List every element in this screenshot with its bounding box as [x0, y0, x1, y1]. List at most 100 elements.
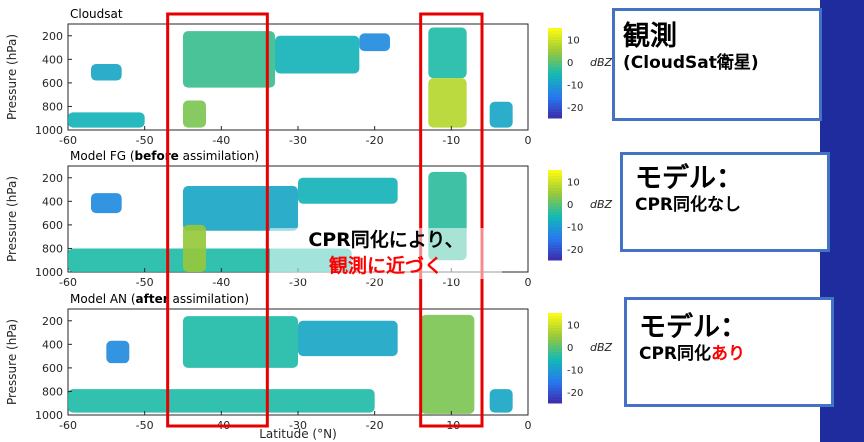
colorbar-segment-fg-6 — [548, 188, 562, 192]
reflectivity-region-an-2 — [298, 320, 398, 357]
colorbar-unit-an: dBZ — [590, 341, 613, 354]
colorbar-segment-fg-29 — [548, 257, 562, 261]
colorbar-segment-an-22 — [548, 379, 562, 383]
colorbar-segment-fg-2 — [548, 176, 562, 180]
colorbar-segment-fg-11 — [548, 203, 562, 207]
colorbar-unit-fg: dBZ — [590, 198, 613, 211]
y-tick-label-fg-200: 200 — [42, 172, 63, 185]
assimilation-annotation: CPR同化により、 観測に近づく — [270, 228, 502, 280]
callout-model-an-title: モデル： — [639, 312, 747, 343]
colorbar-segment-obs-29 — [548, 115, 562, 119]
colorbar-segment-fg-22 — [548, 236, 562, 240]
x-tick-label-obs--10: -10 — [442, 134, 460, 147]
colorbar-segment-an-8 — [548, 337, 562, 341]
reflectivity-region-obs-1 — [275, 35, 360, 74]
reflectivity-region-an-3 — [68, 389, 375, 413]
y-tick-label-obs-200: 200 — [42, 30, 63, 43]
colorbar-segment-an-26 — [548, 391, 562, 395]
colorbar-segment-an-11 — [548, 346, 562, 350]
y-tick-label-an-1000: 1000 — [35, 409, 63, 422]
panel-title-an-part1: Model AN ( — [70, 292, 136, 306]
reflectivity-region-obs-3 — [91, 64, 122, 81]
reflectivity-region-obs-6 — [428, 27, 467, 79]
callout-model-fg: モデル： CPR同化なし — [620, 152, 830, 252]
panel-title-obs-part1: Cloudsat — [70, 7, 123, 21]
colorbar-segment-obs-14 — [548, 70, 562, 74]
colorbar-segment-obs-25 — [548, 103, 562, 107]
reflectivity-region-an-4 — [420, 314, 475, 414]
y-axis-label-fg: Pressure (hPa) — [5, 176, 19, 262]
colorbar-segment-obs-17 — [548, 79, 562, 83]
colorbar-segment-an-16 — [548, 361, 562, 365]
colorbar-segment-an-5 — [548, 328, 562, 332]
annotation-line-2: 観測に近づく — [328, 254, 443, 277]
x-tick-label-fg--40: -40 — [212, 276, 230, 289]
colorbar-segment-fg-3 — [548, 179, 562, 183]
colorbar-segment-an-13 — [548, 352, 562, 356]
y-tick-label-obs-1000: 1000 — [35, 124, 63, 137]
colorbar-segment-an-18 — [548, 367, 562, 371]
colorbar-segment-an-24 — [548, 385, 562, 389]
y-tick-label-fg-1000: 1000 — [35, 266, 63, 279]
x-tick-label-an--20: -20 — [366, 419, 384, 432]
colorbar-segment-obs-16 — [548, 76, 562, 80]
colorbar-segment-fg-19 — [548, 227, 562, 231]
colorbar-segment-obs-7 — [548, 49, 562, 53]
colorbar-segment-obs-24 — [548, 100, 562, 104]
colorbar-segment-fg-28 — [548, 254, 562, 258]
x-tick-label-fg--60: -60 — [59, 276, 77, 289]
colorbar-segment-obs-4 — [548, 40, 562, 44]
x-axis-label: Latitude (°N) — [259, 427, 337, 441]
colorbar-tick-obs--20: -20 — [567, 103, 583, 114]
panel-title-an-bold: after — [136, 292, 169, 306]
y-tick-label-obs-800: 800 — [42, 100, 63, 113]
colorbar-segment-obs-1 — [548, 31, 562, 35]
callout-model-fg-title: モデル： — [635, 163, 743, 194]
y-tick-label-obs-600: 600 — [42, 77, 63, 90]
panel-title-fg: Model FG (before assimilation) — [70, 149, 259, 163]
colorbar-segment-an-19 — [548, 370, 562, 374]
colorbar-segment-fg-16 — [548, 218, 562, 222]
colorbar-segment-an-14 — [548, 355, 562, 359]
colorbar-segment-an-21 — [548, 376, 562, 380]
reflectivity-region-an-5 — [489, 389, 513, 413]
colorbar-segment-an-12 — [548, 349, 562, 353]
colorbar-segment-fg-25 — [548, 245, 562, 249]
colorbar-tick-an-0: 0 — [567, 343, 573, 354]
x-tick-label-an--30: -30 — [289, 419, 307, 432]
colorbar-segment-fg-13 — [548, 209, 562, 213]
highlight-box-0 — [166, 12, 269, 428]
reflectivity-region-obs-4 — [68, 112, 145, 128]
colorbar-segment-an-9 — [548, 340, 562, 344]
reflectivity-region-obs-0 — [183, 31, 275, 88]
callout-observation: 観測 (CloudSat衛星) — [612, 8, 822, 121]
y-axis-label-an: Pressure (hPa) — [5, 319, 19, 405]
callout-observation-subtitle: (CloudSat衛星) — [623, 53, 759, 74]
colorbar-segment-obs-19 — [548, 85, 562, 89]
colorbar-segment-obs-27 — [548, 109, 562, 113]
y-tick-label-an-800: 800 — [42, 385, 63, 398]
colorbar-segment-obs-20 — [548, 88, 562, 92]
reflectivity-region-obs-5 — [183, 100, 206, 128]
colorbar-segment-fg-5 — [548, 185, 562, 189]
x-tick-label-an--50: -50 — [136, 419, 154, 432]
colorbar-segment-obs-23 — [548, 97, 562, 101]
callout-model-an: モデル： CPR同化あり — [624, 297, 834, 407]
callout-model-an-subtitle-highlight: あり — [711, 344, 746, 365]
callout-model-an-subtitle: CPR同化あり — [639, 344, 819, 364]
colorbar-segment-fg-14 — [548, 212, 562, 216]
colorbar-segment-fg-8 — [548, 194, 562, 198]
colorbar-segment-an-17 — [548, 364, 562, 368]
colorbar-segment-an-3 — [548, 322, 562, 326]
panel-title-fg-part1: Model FG ( — [70, 149, 135, 163]
x-tick-label-obs--50: -50 — [136, 134, 154, 147]
colorbar-segment-fg-15 — [548, 215, 562, 219]
colorbar-segment-an-28 — [548, 397, 562, 401]
colorbar-segment-obs-15 — [548, 73, 562, 77]
y-tick-label-fg-400: 400 — [42, 195, 63, 208]
reflectivity-region-obs-2 — [359, 33, 390, 52]
colorbar-tick-fg--10: -10 — [567, 222, 583, 233]
colorbar-segment-obs-26 — [548, 106, 562, 110]
x-tick-label-obs--60: -60 — [59, 134, 77, 147]
